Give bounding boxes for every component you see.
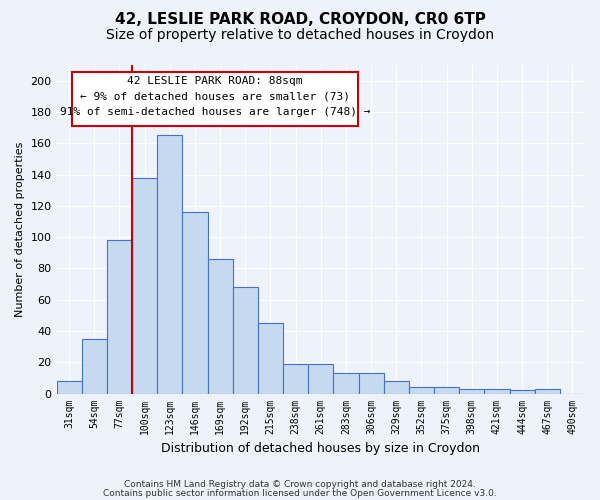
FancyBboxPatch shape [73,72,358,126]
Bar [258,323,283,394]
Bar [509,390,535,394]
Text: ← 9% of detached houses are smaller (73): ← 9% of detached houses are smaller (73) [80,92,350,102]
Bar [535,389,560,394]
Bar [409,388,434,394]
Text: 91% of semi-detached houses are larger (748) →: 91% of semi-detached houses are larger (… [60,108,370,118]
Bar [107,240,132,394]
Bar [459,389,484,394]
Bar [233,287,258,394]
Bar [383,381,409,394]
Y-axis label: Number of detached properties: Number of detached properties [15,142,25,317]
Bar [334,373,359,394]
Text: 42, LESLIE PARK ROAD, CROYDON, CR0 6TP: 42, LESLIE PARK ROAD, CROYDON, CR0 6TP [115,12,485,28]
X-axis label: Distribution of detached houses by size in Croydon: Distribution of detached houses by size … [161,442,480,455]
Bar [434,388,459,394]
Bar [359,373,383,394]
Bar [82,339,107,394]
Text: 42 LESLIE PARK ROAD: 88sqm: 42 LESLIE PARK ROAD: 88sqm [127,76,303,86]
Bar [182,212,208,394]
Bar [208,259,233,394]
Bar [283,364,308,394]
Bar [308,364,334,394]
Bar [484,389,509,394]
Text: Contains HM Land Registry data © Crown copyright and database right 2024.: Contains HM Land Registry data © Crown c… [124,480,476,489]
Bar [56,381,82,394]
Bar [132,178,157,394]
Text: Contains public sector information licensed under the Open Government Licence v3: Contains public sector information licen… [103,488,497,498]
Bar [157,136,182,394]
Text: Size of property relative to detached houses in Croydon: Size of property relative to detached ho… [106,28,494,42]
